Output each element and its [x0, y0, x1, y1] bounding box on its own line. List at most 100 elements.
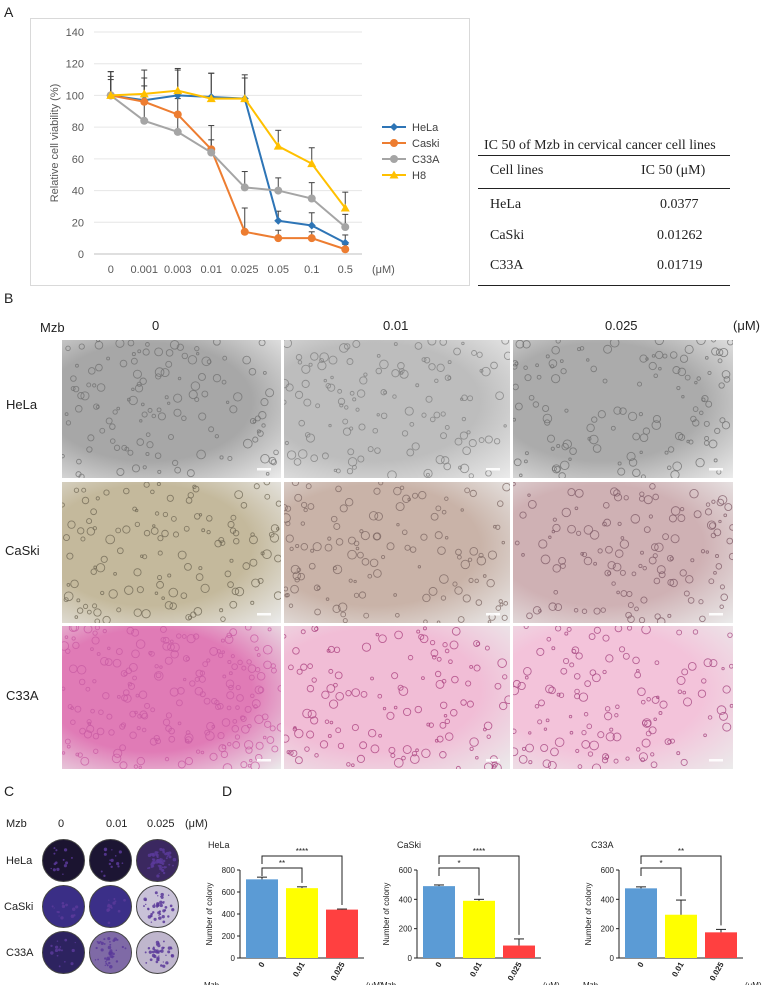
cell [540, 554, 551, 565]
cell [693, 510, 702, 519]
y-axis-label: Relative cell viability (%) [49, 84, 61, 203]
cell [538, 609, 542, 613]
micrograph-image [513, 626, 733, 769]
cell [484, 645, 490, 651]
colony [114, 855, 117, 857]
colony [167, 950, 171, 954]
colony [109, 953, 111, 956]
colony [147, 907, 150, 911]
cell [64, 412, 69, 417]
colony [95, 946, 98, 950]
cell [586, 358, 590, 362]
cell [486, 734, 491, 739]
cell [194, 686, 204, 696]
cell [206, 658, 211, 663]
cell [70, 706, 74, 710]
cell [393, 593, 397, 597]
cell [120, 670, 128, 677]
cell [422, 626, 427, 631]
scale-bar [709, 468, 723, 471]
cell [177, 376, 182, 381]
cell [677, 689, 683, 695]
cell [444, 425, 450, 430]
cell [95, 496, 100, 501]
cell [295, 354, 303, 361]
cell [375, 367, 383, 375]
cell [181, 352, 189, 360]
micrograph-col-label: 0 [152, 318, 160, 333]
cell [613, 489, 621, 497]
micrograph-texture [62, 340, 279, 478]
cell [112, 658, 122, 668]
table-cell: 0.0377 [660, 197, 699, 212]
cell [528, 394, 535, 401]
cell [592, 673, 601, 683]
x-tick-label: 0.025 [329, 960, 347, 982]
colony [161, 869, 165, 872]
cell [241, 724, 250, 734]
cell [314, 608, 321, 616]
cell [718, 519, 722, 524]
cell [127, 681, 133, 687]
cell [652, 553, 658, 559]
colony [97, 941, 101, 945]
cell [330, 515, 338, 523]
cell [699, 615, 706, 623]
cell [555, 340, 561, 344]
cell [185, 497, 193, 504]
cell [518, 755, 528, 764]
cell [302, 708, 312, 719]
cell [368, 511, 379, 521]
cell [654, 542, 664, 553]
cell [721, 421, 731, 430]
cell [186, 469, 195, 478]
cell [396, 523, 400, 527]
cell [169, 340, 180, 350]
cell [703, 420, 710, 427]
significance-bracket [261, 867, 303, 883]
colony [168, 863, 171, 866]
cell [295, 543, 300, 549]
cell [479, 368, 484, 373]
data-point [240, 183, 249, 192]
cell [444, 374, 452, 381]
cell [161, 529, 169, 538]
cell [155, 373, 162, 380]
cell [642, 565, 647, 571]
cell [164, 756, 170, 762]
colony [112, 952, 115, 956]
colony [145, 903, 147, 906]
cell [399, 368, 405, 374]
cell [566, 626, 572, 632]
colony [72, 907, 76, 911]
micrograph-mzb-label: Mzb [40, 320, 65, 335]
cell [173, 408, 182, 417]
cell [654, 613, 661, 620]
cell [70, 579, 79, 589]
cell [573, 607, 579, 613]
micrograph-unit-label: (μM) [733, 318, 760, 333]
cell [305, 483, 312, 490]
cell [457, 554, 462, 560]
cell [119, 744, 126, 752]
cell [131, 464, 140, 473]
cell [63, 597, 69, 603]
colony [104, 957, 107, 960]
cell [428, 363, 436, 371]
cell [102, 692, 110, 700]
cell [669, 578, 678, 588]
cell [577, 347, 582, 352]
cell [131, 387, 135, 392]
cell [386, 542, 395, 551]
cell [672, 461, 682, 472]
cell [156, 580, 164, 589]
data-point [274, 186, 283, 195]
colony [111, 849, 113, 851]
cell [102, 628, 107, 634]
y-tick-label: 120 [66, 59, 84, 71]
cell [349, 390, 355, 396]
x-tick-label: 0.01 [468, 960, 484, 978]
cell [229, 405, 238, 414]
y-tick-label: 60 [72, 154, 84, 166]
